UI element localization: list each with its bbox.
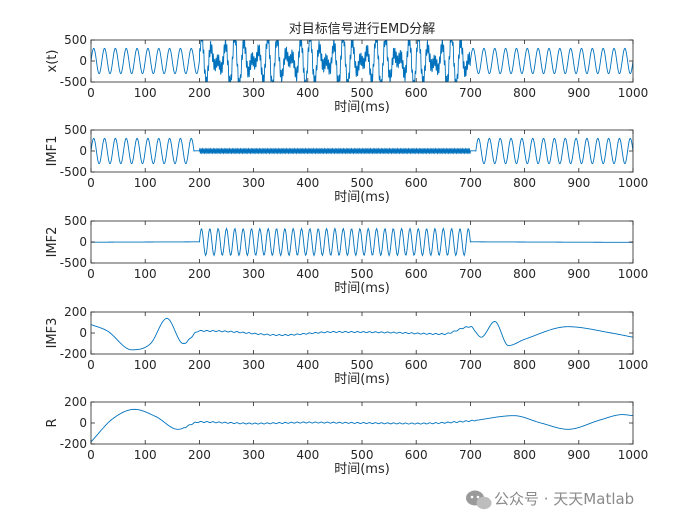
y-tick-label: 500: [64, 33, 87, 47]
x-tick-label: 200: [188, 448, 211, 462]
x-tick-label: 400: [296, 86, 319, 100]
x-tick-label: 900: [567, 267, 590, 281]
x-tick-label: 0: [87, 448, 95, 462]
x-tick-label: 800: [513, 267, 536, 281]
y-tick-label: 200: [64, 395, 87, 409]
signal-line-1: [91, 40, 633, 82]
x-tick-label: 1000: [618, 267, 649, 281]
y-tick-label: 0: [79, 54, 87, 68]
x-tick-label: 500: [351, 86, 374, 100]
x-tick-label: 100: [134, 448, 157, 462]
x-tick-label: 200: [188, 358, 211, 372]
x-axis-label: 时间(ms): [334, 190, 390, 205]
wechat-icon: [466, 490, 492, 510]
x-axis-label: 时间(ms): [334, 281, 390, 296]
x-tick-label: 500: [351, 267, 374, 281]
x-tick-label: 1000: [618, 358, 649, 372]
x-tick-label: 500: [351, 176, 374, 190]
y-axis-label: IMF1: [45, 136, 60, 167]
subplot-3: 0 100 200 300 400 500 600 700 800 900 10005000-500…: [45, 214, 648, 296]
x-tick-label: 700: [459, 358, 482, 372]
x-tick-label: 800: [513, 448, 536, 462]
y-tick-label: -500: [60, 75, 87, 89]
x-tick-label: 600: [405, 267, 428, 281]
x-tick-label: 400: [296, 358, 319, 372]
x-tick-label: 0: [87, 86, 95, 100]
x-tick-label: 0: [87, 176, 95, 190]
y-tick-label: -200: [60, 437, 87, 451]
x-tick-label: 1000: [618, 86, 649, 100]
x-tick-label: 600: [405, 86, 428, 100]
x-tick-label: 300: [242, 176, 265, 190]
y-tick-label: -500: [60, 165, 87, 179]
axes-box: [90, 311, 634, 355]
x-tick-label: 600: [405, 176, 428, 190]
x-tick-label: 900: [567, 448, 590, 462]
signal-line-2: [91, 137, 633, 165]
x-axis-label: 时间(ms): [334, 462, 390, 477]
y-tick-label: 0: [79, 416, 87, 430]
y-tick-label: 500: [64, 123, 87, 137]
x-tick-label: 0: [87, 267, 95, 281]
signal-line-3: [91, 227, 633, 257]
x-tick-label: 200: [188, 267, 211, 281]
signal-line-4: [91, 317, 633, 351]
x-tick-label: 700: [459, 448, 482, 462]
x-tick-label: 400: [296, 267, 319, 281]
x-tick-label: 600: [405, 448, 428, 462]
x-tick-label: 600: [405, 358, 428, 372]
y-tick-label: 0: [79, 144, 87, 158]
x-tick-label: 900: [567, 358, 590, 372]
y-axis-label: R: [45, 418, 60, 427]
y-axis-label: x(t): [45, 50, 60, 73]
x-tick-label: 100: [134, 86, 157, 100]
y-axis-label: IMF3: [45, 318, 60, 349]
x-tick-label: 100: [134, 358, 157, 372]
x-tick-label: 500: [351, 448, 374, 462]
x-tick-label: 100: [134, 176, 157, 190]
y-tick-label: -500: [60, 256, 87, 270]
x-tick-label: 400: [296, 176, 319, 190]
signal-line-5: [91, 408, 633, 443]
x-tick-label: 800: [513, 86, 536, 100]
x-tick-label: 700: [459, 267, 482, 281]
x-tick-label: 900: [567, 176, 590, 190]
y-tick-label: 200: [64, 305, 87, 319]
x-tick-label: 200: [188, 176, 211, 190]
x-tick-label: 900: [567, 86, 590, 100]
subplot-stack: 0 100 200 300 400 500 600 700 800 900 10005000-500…: [45, 33, 648, 477]
x-tick-label: 800: [513, 358, 536, 372]
y-tick-label: 0: [79, 235, 87, 249]
x-tick-label: 0: [87, 358, 95, 372]
subplot-2: 0 100 200 300 400 500 600 700 800 900 10005000-500…: [45, 123, 648, 205]
y-tick-label: 0: [79, 326, 87, 340]
x-tick-label: 300: [242, 448, 265, 462]
x-tick-label: 300: [242, 86, 265, 100]
x-tick-label: 300: [242, 267, 265, 281]
subplot-5: 0 100 200 300 400 500 600 700 800 900 10002000-200…: [45, 395, 648, 477]
x-axis-label: 时间(ms): [334, 100, 390, 115]
x-axis-label: 时间(ms): [334, 372, 390, 387]
y-tick-label: -200: [60, 347, 87, 361]
x-tick-label: 700: [459, 176, 482, 190]
x-tick-label: 200: [188, 86, 211, 100]
watermark-text: 公众号 · 天天Matlab: [494, 490, 634, 508]
x-tick-label: 400: [296, 448, 319, 462]
subplot-1: 0 100 200 300 400 500 600 700 800 900 10005000-500…: [45, 33, 648, 115]
x-tick-label: 300: [242, 358, 265, 372]
x-tick-label: 500: [351, 358, 374, 372]
chart-title: 对目标信号进行EMD分解: [289, 22, 435, 37]
watermark: 公众号 · 天天Matlab: [466, 490, 634, 510]
x-tick-label: 700: [459, 86, 482, 100]
x-tick-label: 100: [134, 267, 157, 281]
x-tick-label: 1000: [618, 176, 649, 190]
subplot-4: 0 100 200 300 400 500 600 700 800 900 10002000-200…: [45, 305, 648, 387]
y-axis-label: IMF2: [45, 227, 60, 258]
x-tick-label: 800: [513, 176, 536, 190]
y-tick-label: 500: [64, 214, 87, 228]
x-tick-label: 1000: [618, 448, 649, 462]
